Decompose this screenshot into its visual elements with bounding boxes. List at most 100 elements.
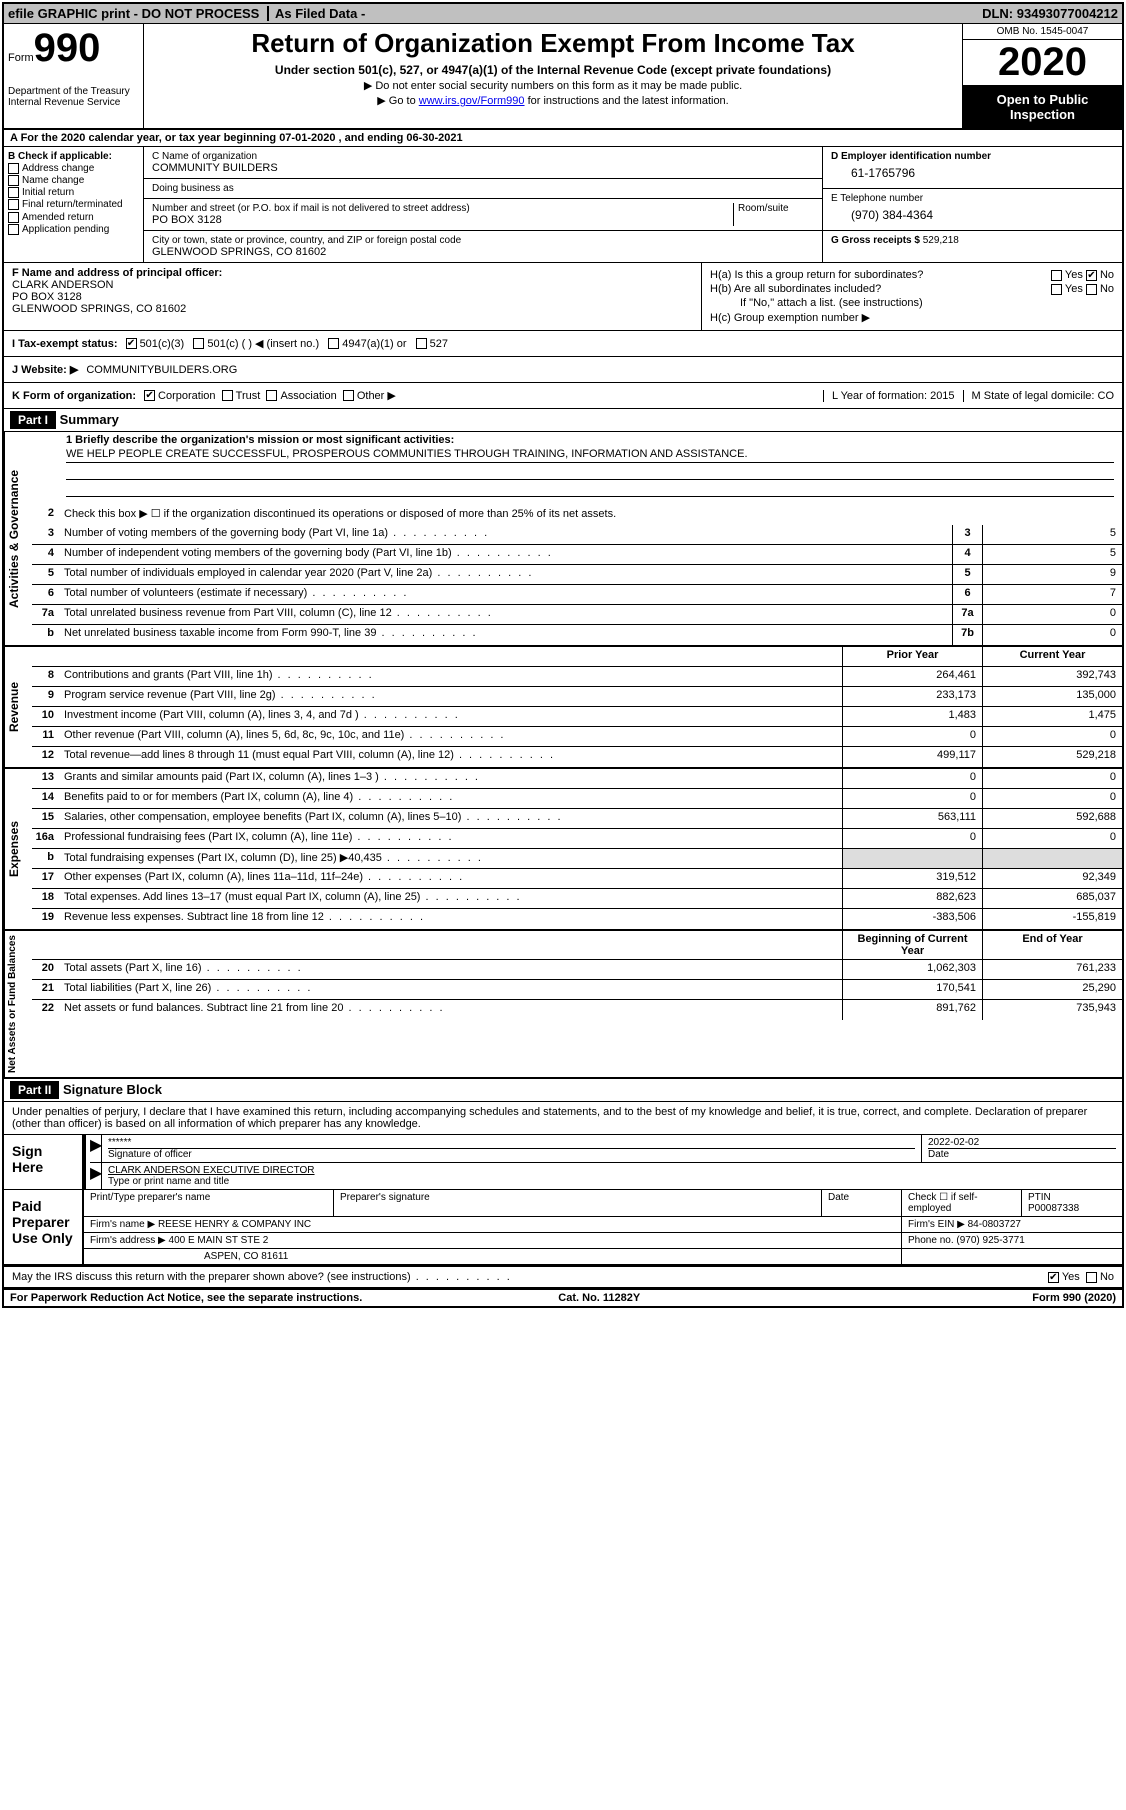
row-J: J Website: ▶ COMMUNITYBUILDERS.ORG: [4, 357, 1122, 383]
rev-line-8: 8Contributions and grants (Part VIII, li…: [32, 667, 1122, 687]
footer-right: Form 990 (2020): [1032, 1292, 1116, 1304]
Hc: H(c) Group exemption number ▶: [710, 311, 1114, 324]
chk-501c[interactable]: [193, 338, 204, 349]
sign-here: Sign Here ▶ ****** Signature of officer …: [4, 1134, 1122, 1189]
col-B: B Check if applicable: Address change Na…: [4, 147, 144, 262]
chk-app[interactable]: Application pending: [8, 224, 139, 235]
note-ssn: ▶ Do not enter social security numbers o…: [152, 79, 954, 92]
chk-addr[interactable]: Address change: [8, 163, 139, 174]
C-name: C Name of organization COMMUNITY BUILDER…: [144, 147, 822, 179]
paid-preparer: Paid Preparer Use Only Print/Type prepar…: [4, 1189, 1122, 1264]
form-990-page: efile GRAPHIC print - DO NOT PROCESS As …: [2, 2, 1124, 1308]
chk-4947[interactable]: [328, 338, 339, 349]
footer-left: For Paperwork Reduction Act Notice, see …: [10, 1292, 362, 1304]
exp-line-18: 18Total expenses. Add lines 13–17 (must …: [32, 889, 1122, 909]
header-center: Return of Organization Exempt From Incom…: [144, 24, 962, 128]
gov-line-5: 5Total number of individuals employed in…: [32, 565, 1122, 585]
sig-decl: Under penalties of perjury, I declare th…: [4, 1102, 1122, 1134]
open-to-public: Open to Public Inspection: [963, 86, 1122, 128]
irs: Internal Revenue Service: [8, 97, 139, 108]
exp-line-19: 19Revenue less expenses. Subtract line 1…: [32, 909, 1122, 929]
exp-line-15: 15Salaries, other compensation, employee…: [32, 809, 1122, 829]
M: M State of legal domicile: CO: [963, 390, 1114, 402]
header: Form990 Department of the Treasury Inter…: [4, 24, 1122, 130]
header-left: Form990 Department of the Treasury Inter…: [4, 24, 144, 128]
asfiled-label: As Filed Data -: [267, 6, 365, 21]
L: L Year of formation: 2015: [823, 390, 955, 402]
omb: OMB No. 1545-0047: [963, 24, 1122, 40]
col-D: D Employer identification number 61-1765…: [822, 147, 1122, 262]
line-2: 2Check this box ▶ ☐ if the organization …: [32, 505, 1122, 525]
block-FH: F Name and address of principal officer:…: [4, 263, 1122, 331]
summary-exp: Expenses 13Grants and similar amounts pa…: [4, 769, 1122, 931]
C-addr: Number and street (or P.O. box if mail i…: [144, 199, 822, 231]
form-title: Return of Organization Exempt From Incom…: [152, 28, 954, 59]
signature-block: Under penalties of perjury, I declare th…: [4, 1102, 1122, 1266]
col-C: C Name of organization COMMUNITY BUILDER…: [144, 147, 822, 262]
note-link: ▶ Go to www.irs.gov/Form990 for instruct…: [152, 94, 954, 107]
Hb: H(b) Are all subordinates included? Yes …: [710, 283, 1114, 295]
C-dba: Doing business as: [144, 179, 822, 199]
exp-line-16a: 16aProfessional fundraising fees (Part I…: [32, 829, 1122, 849]
col-F: F Name and address of principal officer:…: [4, 263, 702, 330]
rev-line-10: 10Investment income (Part VIII, column (…: [32, 707, 1122, 727]
na-header: Beginning of Current Year End of Year: [32, 931, 1122, 960]
na-line-21: 21Total liabilities (Part X, line 26)170…: [32, 980, 1122, 1000]
G-gross: G Gross receipts $ 529,218: [823, 231, 1122, 250]
gov-line-7a: 7aTotal unrelated business revenue from …: [32, 605, 1122, 625]
summary-rev: Revenue Prior Year Current Year 8Contrib…: [4, 647, 1122, 769]
dln: DLN: 93493077004212: [982, 6, 1118, 21]
footer: For Paperwork Reduction Act Notice, see …: [4, 1289, 1122, 1306]
col-H: H(a) Is this a group return for subordin…: [702, 263, 1122, 330]
chk-final[interactable]: Final return/terminated: [8, 199, 139, 210]
exp-line-17: 17Other expenses (Part IX, column (A), l…: [32, 869, 1122, 889]
topbar: efile GRAPHIC print - DO NOT PROCESS As …: [4, 4, 1122, 24]
vtab-gov: Activities & Governance: [4, 432, 32, 645]
form-word: Form: [8, 52, 34, 64]
na-line-20: 20Total assets (Part X, line 16)1,062,30…: [32, 960, 1122, 980]
rev-line-12: 12Total revenue—add lines 8 through 11 (…: [32, 747, 1122, 767]
summary-gov: Activities & Governance 1 Briefly descri…: [4, 432, 1122, 647]
chk-other[interactable]: [343, 390, 354, 401]
gov-line-4: 4Number of independent voting members of…: [32, 545, 1122, 565]
D-ein: D Employer identification number 61-1765…: [823, 147, 1122, 189]
part2-title: Part II Signature Block: [4, 1079, 1122, 1102]
exp-line-b: bTotal fundraising expenses (Part IX, co…: [32, 849, 1122, 869]
chk-assoc[interactable]: [266, 390, 277, 401]
Hb-note: If "No," attach a list. (see instruction…: [710, 297, 1114, 309]
line-1: 1 Briefly describe the organization's mi…: [32, 432, 1122, 505]
exp-line-14: 14Benefits paid to or for members (Part …: [32, 789, 1122, 809]
chk-527[interactable]: [416, 338, 427, 349]
gov-line-7b: bNet unrelated business taxable income f…: [32, 625, 1122, 645]
vtab-na: Net Assets or Fund Balances: [4, 931, 32, 1077]
Ha: H(a) Is this a group return for subordin…: [710, 269, 1114, 281]
row-A: A For the 2020 calendar year, or tax yea…: [4, 130, 1122, 147]
mission-text: WE HELP PEOPLE CREATE SUCCESSFUL, PROSPE…: [66, 446, 1114, 463]
rev-header: Prior Year Current Year: [32, 647, 1122, 667]
exp-line-13: 13Grants and similar amounts paid (Part …: [32, 769, 1122, 789]
form-number: 990: [34, 26, 101, 70]
dept: Department of the Treasury: [8, 86, 139, 97]
chk-corp[interactable]: [144, 390, 155, 401]
row-I: I Tax-exempt status: 501(c)(3) 501(c) ( …: [4, 331, 1122, 357]
rev-line-11: 11Other revenue (Part VIII, column (A), …: [32, 727, 1122, 747]
na-line-22: 22Net assets or fund balances. Subtract …: [32, 1000, 1122, 1020]
chk-name[interactable]: Name change: [8, 175, 139, 186]
chk-trust[interactable]: [222, 390, 233, 401]
summary-na: Net Assets or Fund Balances Beginning of…: [4, 931, 1122, 1079]
footer-mid: Cat. No. 11282Y: [558, 1292, 640, 1304]
chk-init[interactable]: Initial return: [8, 187, 139, 198]
chk-amend[interactable]: Amended return: [8, 212, 139, 223]
efile-notice: efile GRAPHIC print - DO NOT PROCESS: [8, 6, 259, 21]
B-label: B Check if applicable:: [8, 151, 139, 162]
part1-title: Part I Summary: [4, 409, 1122, 432]
gov-line-3: 3Number of voting members of the governi…: [32, 525, 1122, 545]
row-K: K Form of organization: Corporation Trus…: [4, 383, 1122, 409]
gov-line-6: 6Total number of volunteers (estimate if…: [32, 585, 1122, 605]
rev-line-9: 9Program service revenue (Part VIII, lin…: [32, 687, 1122, 707]
irs-link[interactable]: www.irs.gov/Form990: [419, 95, 525, 107]
header-right: OMB No. 1545-0047 2020 Open to Public In…: [962, 24, 1122, 128]
vtab-exp: Expenses: [4, 769, 32, 929]
C-city: City or town, state or province, country…: [144, 231, 822, 262]
chk-501c3[interactable]: [126, 338, 137, 349]
